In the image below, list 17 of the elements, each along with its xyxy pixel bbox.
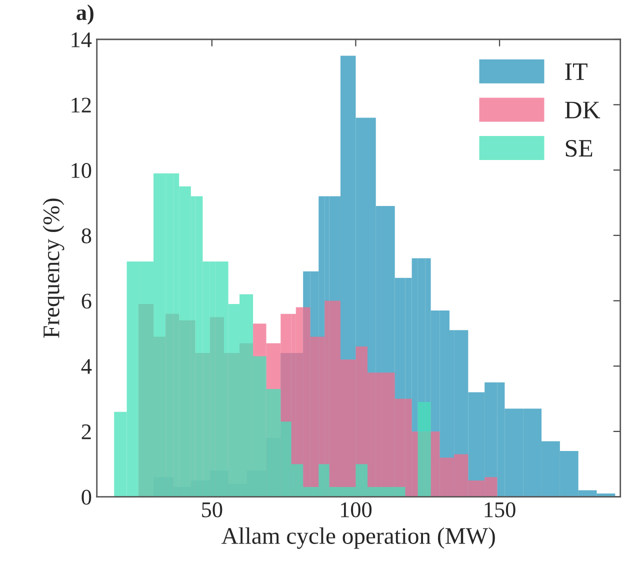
y-axis-title: Frequency (%) (42, 198, 64, 338)
y-tick-label: 8 (82, 228, 92, 244)
x-tick-label: 50 (202, 502, 222, 518)
y-tick-label: 2 (82, 424, 91, 440)
y-tick-label: 6 (82, 294, 92, 309)
x-axis-title: Allam cycle operation (MW) (221, 527, 495, 549)
y-tick-label: 10 (72, 162, 92, 178)
legend-label: DK (564, 102, 600, 118)
y-tick-label: 12 (72, 98, 91, 112)
chart-title: a) (76, 4, 94, 25)
y-tick-label: 4 (81, 359, 92, 374)
y-tick-label: 0 (82, 490, 92, 505)
x-tick-label: 150 (484, 502, 516, 518)
y-tick-label: 14 (72, 32, 92, 48)
legend-label: IT (565, 64, 588, 80)
legend-label: SE (566, 140, 592, 157)
x-tick-label: 100 (341, 502, 372, 518)
